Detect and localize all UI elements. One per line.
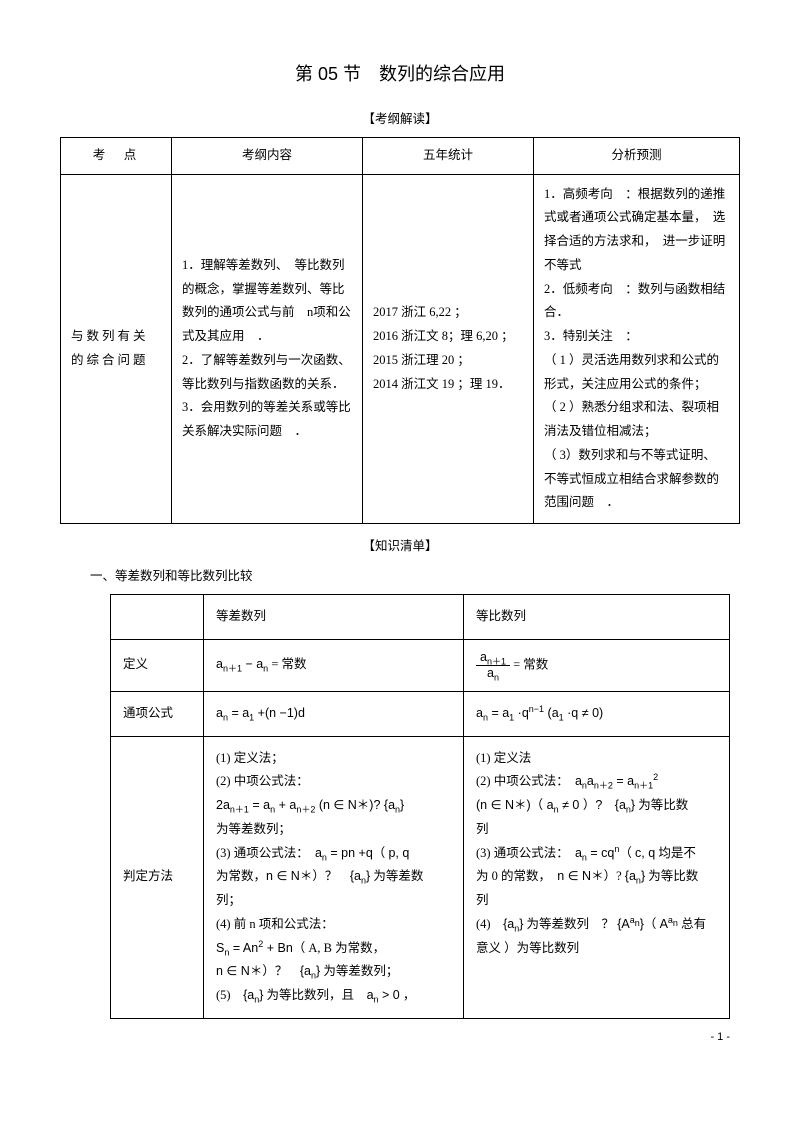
- section-label-2: 【知识清单】: [60, 536, 740, 556]
- table-row: 判定方法 (1) 定义法；(2) 中项公式法：2an＋1 = an + an＋2…: [111, 736, 730, 1018]
- stats-cell: 2017 浙江 6,22 ； 2016 浙江文 8；理 6,20 ； 2015 …: [363, 174, 534, 524]
- col-header: 等差数列: [204, 595, 464, 640]
- col-header: 考 点: [61, 137, 172, 174]
- topic-cell: 与数列有关的综合问题: [61, 174, 172, 524]
- row-label: 通项公式: [111, 691, 204, 736]
- content-cell: 1．理解等差数列、 等比数列的概念，掌握等差数列、等比数列的通项公式与前 n项和…: [172, 174, 363, 524]
- arith-cell: an＋1 − an = 常数: [204, 639, 464, 691]
- table-header-row: 考 点 考纲内容 五年统计 分析预测: [61, 137, 740, 174]
- table-row: 通项公式 an = a1 +(n −1)d an = a1 ·qn−1 (a1 …: [111, 691, 730, 736]
- forecast-cell: 1．高频考向 ：根据数列的递推式或者通项公式确定基本量， 选择合适的方法求和， …: [534, 174, 740, 524]
- row-label: 定义: [111, 639, 204, 691]
- geo-cell: (1) 定义法(2) 中项公式法： anan＋2 = an＋12(n ∈ N＊)…: [464, 736, 730, 1018]
- col-header: 分析预测: [534, 137, 740, 174]
- table-header-row: 等差数列 等比数列: [111, 595, 730, 640]
- page-title: 第 05 节 数列的综合应用: [60, 60, 740, 89]
- col-header: 等比数列: [464, 595, 730, 640]
- table-row: 与数列有关的综合问题 1．理解等差数列、 等比数列的概念，掌握等差数列、等比数列…: [61, 174, 740, 524]
- exam-outline-table: 考 点 考纲内容 五年统计 分析预测 与数列有关的综合问题 1．理解等差数列、 …: [60, 137, 740, 524]
- arith-cell: (1) 定义法；(2) 中项公式法：2an＋1 = an + an＋2 (n ∈…: [204, 736, 464, 1018]
- col-header: [111, 595, 204, 640]
- col-header: 考纲内容: [172, 137, 363, 174]
- section-label-1: 【考纲解读】: [60, 109, 740, 129]
- col-header: 五年统计: [363, 137, 534, 174]
- row-label: 判定方法: [111, 736, 204, 1018]
- arith-cell: an = a1 +(n −1)d: [204, 691, 464, 736]
- table-row: 定义 an＋1 − an = 常数 an＋1an = 常数: [111, 639, 730, 691]
- page-number: - 1 -: [60, 1029, 740, 1047]
- geo-cell: an = a1 ·qn−1 (a1 ·q ≠ 0): [464, 691, 730, 736]
- compare-title: 一、等差数列和等比数列比较: [90, 566, 740, 586]
- compare-table: 等差数列 等比数列 定义 an＋1 − an = 常数 an＋1an = 常数 …: [110, 594, 730, 1019]
- geo-cell: an＋1an = 常数: [464, 639, 730, 691]
